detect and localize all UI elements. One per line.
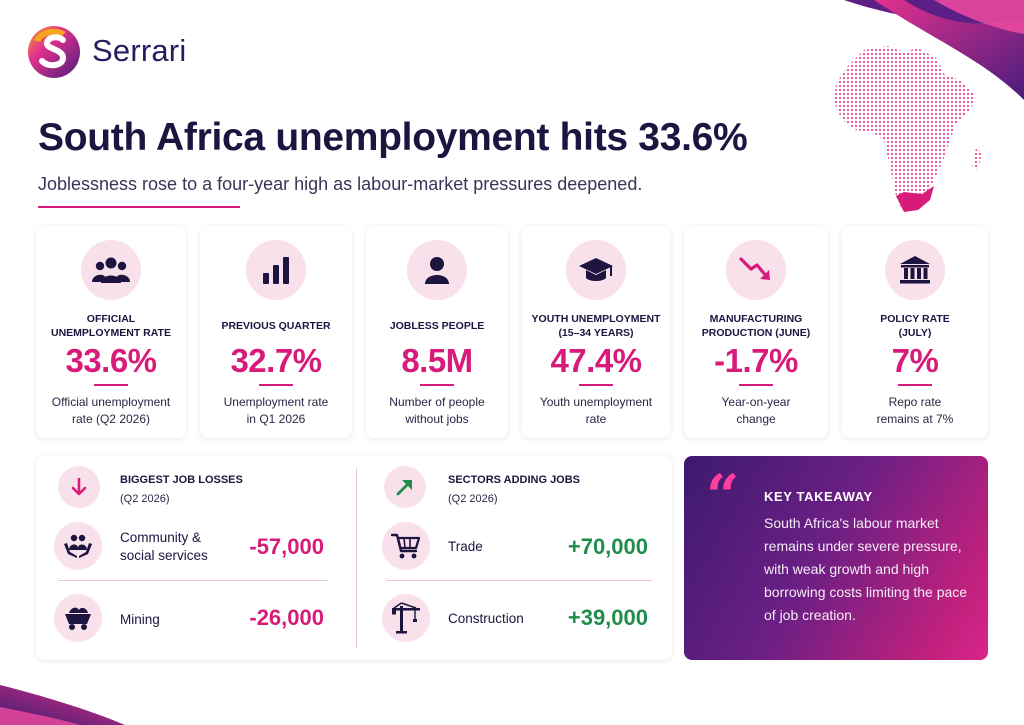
africa-map-icon — [834, 46, 982, 212]
gain-sector-value: +70,000 — [567, 534, 648, 559]
stat-description: Year-on-year change — [721, 395, 791, 426]
stat-card-manufacturing-production: Manufacturing production (June) -1.7% Ye… — [684, 226, 828, 438]
stat-value: 33.6% — [65, 342, 157, 379]
gains-period: (Q2 2026) — [448, 493, 498, 505]
corner-swoosh-decoration — [0, 685, 125, 725]
stat-divider — [259, 384, 293, 386]
title-underline — [38, 206, 240, 208]
stat-card-jobless-people: Jobless people 8.5M Number of people wit… — [366, 226, 508, 438]
brand-logo: Serrari — [26, 22, 186, 80]
arrow-down-icon — [58, 466, 100, 508]
mining-cart-icon — [54, 594, 102, 642]
page-subtitle: Joblessness rose to a four-year high as … — [38, 174, 643, 194]
stat-label: Policy rate (July) — [880, 313, 950, 339]
stat-value: 32.7% — [230, 342, 322, 379]
stat-card-previous-quarter: Previous quarter 32.7% Unemployment rate… — [200, 226, 352, 438]
hands-people-icon — [54, 522, 102, 570]
stat-description: Unemployment rate in Q1 2026 — [223, 395, 329, 426]
stat-divider — [420, 384, 454, 386]
takeaway-title: KEY TAKEAWAY — [764, 489, 873, 504]
stat-divider — [579, 384, 613, 386]
stat-description: Youth unemployment rate — [539, 395, 653, 426]
serrari-logo-icon — [28, 26, 80, 78]
page-title: South Africa unemployment hits 33.6% — [38, 116, 748, 159]
loss-sector-name: Mining — [120, 612, 160, 627]
takeaway-text: South Africa's labour market remains und… — [764, 515, 968, 623]
stat-label: Manufacturing production (June) — [701, 313, 811, 339]
stat-divider — [739, 384, 773, 386]
stat-value: 7% — [891, 342, 939, 379]
crane-icon — [382, 594, 430, 642]
key-takeaway-card: “ KEY TAKEAWAY South Africa's labour mar… — [684, 456, 988, 660]
stat-card-official-unemployment: Official unemployment rate 33.6% Officia… — [36, 226, 186, 438]
stat-description: Number of people without jobs — [389, 395, 485, 426]
graduation-cap-icon — [566, 240, 626, 300]
column-divider — [356, 468, 357, 648]
gain-sector-value: +39,000 — [567, 605, 648, 630]
stat-card-youth-unemployment: Youth unemployment (15–34 years) 47.4% Y… — [522, 226, 670, 438]
arrow-up-right-icon — [384, 466, 426, 508]
loss-sector-name: Community & social services — [120, 530, 208, 563]
loss-sector-value: -57,000 — [249, 534, 324, 559]
stat-description: Repo rate remains at 7% — [876, 395, 954, 426]
gain-sector-name: Construction — [448, 611, 524, 626]
row-divider — [386, 580, 652, 581]
stat-label: Jobless people — [389, 320, 485, 332]
corner-swoosh-decoration — [844, 0, 1024, 100]
loss-sector-value: -26,000 — [249, 605, 324, 630]
stat-label: Previous quarter — [221, 320, 331, 332]
person-icon — [407, 240, 467, 300]
gain-sector-name: Trade — [448, 539, 483, 554]
quote-icon: “ — [706, 462, 740, 530]
people-group-icon — [81, 240, 141, 300]
losses-title: BIGGEST JOB LOSSES — [120, 474, 243, 486]
bank-icon — [885, 240, 945, 300]
stat-card-policy-rate: Policy rate (July) 7% Repo rate remains … — [842, 226, 988, 438]
bar-chart-icon — [246, 240, 306, 300]
row-divider — [58, 580, 328, 581]
stat-value: -1.7% — [714, 342, 798, 379]
stat-value: 8.5M — [401, 342, 473, 379]
losses-period: (Q2 2026) — [120, 493, 170, 505]
stat-divider — [94, 384, 128, 386]
trend-down-icon — [726, 240, 786, 300]
gains-title: SECTORS ADDING JOBS — [448, 474, 581, 486]
stat-value: 47.4% — [550, 342, 642, 379]
stat-label: Youth unemployment (15–34 years) — [531, 313, 661, 339]
stat-description: Official unemployment rate (Q2 2026) — [51, 395, 171, 426]
stat-label: Official unemployment rate — [51, 313, 171, 339]
brand-name: Serrari — [92, 33, 187, 68]
stat-divider — [898, 384, 932, 386]
shopping-cart-icon — [382, 522, 430, 570]
sectors-panel: BIGGEST JOB LOSSES (Q2 2026) Community &… — [36, 456, 672, 660]
